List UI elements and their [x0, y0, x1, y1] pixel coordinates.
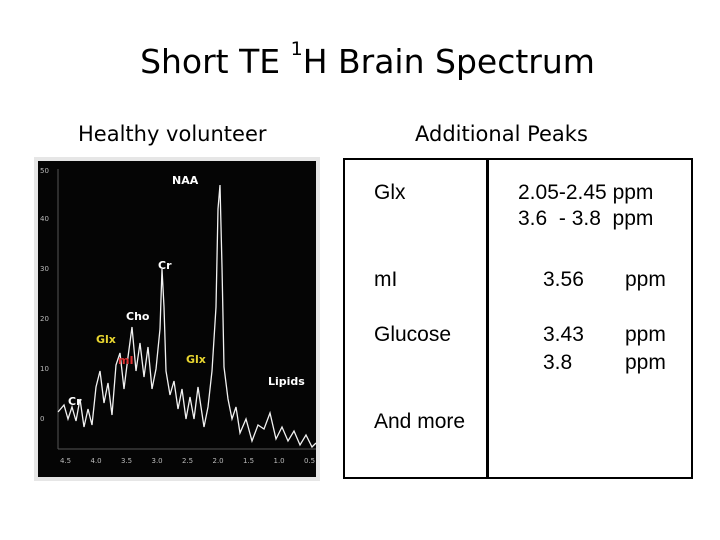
spectrum-trace	[57, 184, 317, 449]
x-tick-label: 3.0	[152, 457, 163, 465]
footer-text: And more	[374, 410, 466, 433]
title-prefix: Short TE	[140, 42, 291, 81]
peaks-table-divider	[486, 158, 489, 479]
y-tick-label: 30	[40, 265, 49, 273]
right-heading: Additional Peaks	[415, 122, 588, 146]
x-tick-label: 3.5	[121, 457, 132, 465]
y-tick-label: 20	[40, 315, 49, 323]
cr-left-peak-label: Cr	[68, 395, 82, 408]
glx-left-peak-label: Glx	[96, 333, 116, 346]
lipids-peak-label: Lipids	[268, 375, 305, 388]
x-tick-label: 1.5	[243, 457, 254, 465]
peak-range-glx-1: 2.05-2.45 ppm	[518, 181, 654, 204]
x-tick-label: 2.0	[213, 457, 224, 465]
cr-peak-label: Cr	[158, 259, 172, 272]
x-tick-label: 0.5	[304, 457, 315, 465]
peaks-table	[343, 158, 693, 479]
peak-value-mi: 3.56	[543, 268, 584, 291]
x-tick-label: 1.0	[274, 457, 285, 465]
title-suffix: H Brain Spectrum	[302, 42, 595, 81]
y-tick-label: 0	[40, 415, 44, 423]
cho-peak-label: Cho	[126, 310, 150, 323]
x-tick-label: 2.5	[182, 457, 193, 465]
y-tick-group: 50 40 30 20 10 0	[40, 167, 49, 423]
peak-name-glx: Glx	[374, 181, 406, 204]
spectrum-image: 50 40 30 20 10 0 4.5 4.0 3.5 3.0 2.5 2.0 1.5 1.0 0.5 …	[34, 157, 320, 481]
y-tick-label: 50	[40, 167, 49, 175]
naa-peak-label: NAA	[172, 174, 199, 187]
ml-peak-label: mI	[118, 354, 134, 367]
title-superscript: 1	[290, 38, 303, 60]
x-tick-label: 4.5	[60, 457, 71, 465]
left-heading: Healthy volunteer	[78, 122, 267, 146]
peak-value-glucose-2: 3.8	[543, 351, 573, 374]
peak-value-glucose-1: 3.43	[543, 323, 584, 346]
x-tick-group: 4.5 4.0 3.5 3.0 2.5 2.0 1.5 1.0 0.5	[60, 457, 315, 465]
x-tick-label: 4.0	[91, 457, 102, 465]
peak-unit-mi: ppm	[625, 268, 666, 291]
peak-range-glx-2: 3.6 - 3.8 ppm	[518, 207, 654, 230]
peak-name-glucose: Glucose	[374, 323, 452, 346]
y-tick-label: 40	[40, 215, 49, 223]
peak-unit-glucose-1: ppm	[625, 323, 666, 346]
peak-name-mi: mI	[374, 268, 398, 291]
page-title: Short TE 1H Brain Spectrum	[0, 38, 720, 81]
peak-unit-glucose-2: ppm	[625, 351, 666, 374]
y-tick-label: 10	[40, 365, 49, 373]
glx-right-peak-label: Glx	[186, 353, 206, 366]
